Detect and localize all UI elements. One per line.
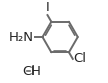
Text: Cl: Cl — [22, 65, 35, 78]
Text: H: H — [31, 65, 41, 78]
Text: Cl: Cl — [74, 52, 87, 65]
Text: I: I — [46, 1, 49, 14]
Text: H₂N: H₂N — [9, 31, 34, 43]
